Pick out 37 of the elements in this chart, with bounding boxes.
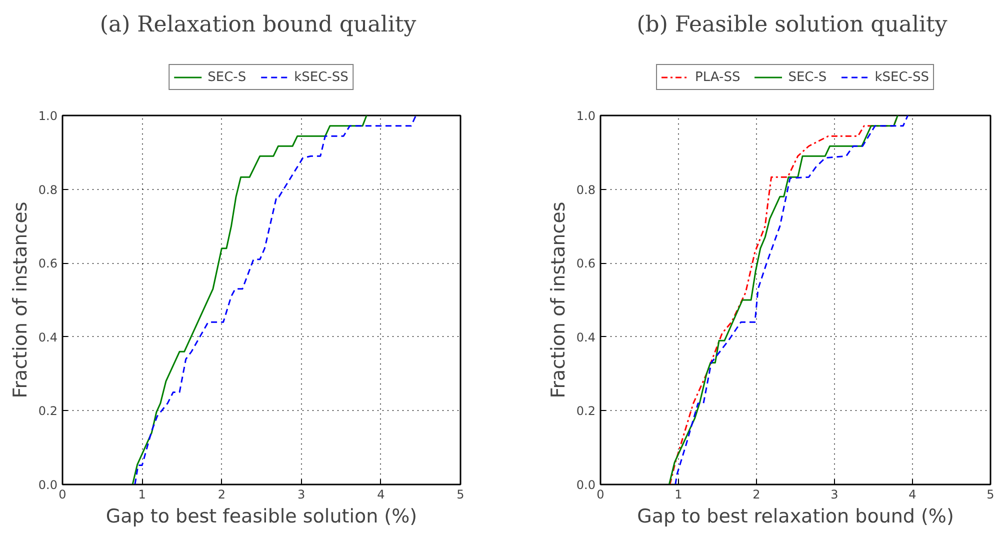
y-tick-label: 0.8 (576, 182, 596, 197)
y-tick-label: 0.2 (576, 404, 596, 418)
y-tick-label: 0.4 (38, 330, 58, 344)
y-tick-label: 1.0 (576, 109, 596, 123)
y-tick-label: 0.2 (38, 404, 58, 418)
x-tick-label: 3 (297, 488, 306, 502)
legend-label: SEC-S (788, 69, 827, 85)
y-tick-label: 0.0 (38, 478, 58, 492)
x-tick-label: 2 (752, 488, 760, 502)
legend-label: SEC-S (208, 69, 246, 85)
chart-title: (b) Feasible solution quality (636, 12, 948, 38)
line-series (132, 116, 368, 484)
legend-label: kSEC-SS (294, 69, 348, 85)
line-series (134, 116, 417, 484)
x-tick-label: 3 (830, 488, 838, 502)
y-axis-title: Fraction of instances (547, 202, 570, 398)
y-tick-label: 0.6 (576, 256, 596, 271)
legend-label: PLA-SS (695, 69, 740, 85)
x-tick-label: 1 (138, 488, 146, 502)
y-tick-label: 1.0 (38, 109, 58, 123)
y-tick-label: 0.4 (576, 330, 596, 344)
y-axis-title: Fraction of instances (9, 202, 32, 398)
x-tick-label: 2 (218, 488, 226, 502)
x-axis-title: Gap to best feasible solution (%) (106, 506, 418, 528)
x-tick-label: 0 (596, 488, 604, 502)
x-tick-label: 5 (986, 488, 994, 502)
legend-label: kSEC-SS (874, 69, 929, 85)
y-tick-label: 0.6 (38, 256, 58, 271)
x-tick-label: 4 (377, 488, 385, 502)
x-tick-label: 5 (456, 488, 464, 502)
y-tick-label: 0.8 (38, 182, 58, 197)
y-tick-label: 0.0 (576, 478, 596, 492)
x-tick-label: 4 (908, 488, 916, 502)
x-tick-label: 0 (58, 488, 66, 502)
x-axis-title: Gap to best relaxation bound (%) (637, 506, 954, 528)
chart-title: (a) Relaxation bound quality (100, 12, 417, 38)
x-tick-label: 1 (674, 488, 682, 502)
